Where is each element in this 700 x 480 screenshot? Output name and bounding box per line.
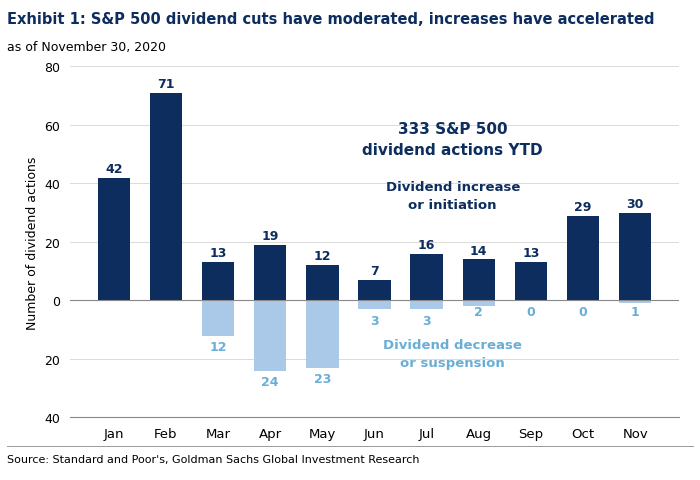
Text: 3: 3 (422, 314, 431, 327)
Bar (254, 245, 286, 301)
Text: 24: 24 (262, 375, 279, 388)
Bar (202, 301, 235, 336)
Text: 3: 3 (370, 314, 379, 327)
Text: 1: 1 (631, 305, 640, 318)
Text: 12: 12 (209, 340, 227, 353)
Bar (463, 260, 495, 301)
Text: 0: 0 (579, 305, 587, 318)
Text: 16: 16 (418, 238, 435, 251)
Bar (567, 216, 599, 301)
Bar (306, 301, 339, 368)
Text: 30: 30 (626, 197, 644, 210)
Text: 42: 42 (105, 162, 122, 175)
Text: 0: 0 (526, 305, 536, 318)
Bar (410, 254, 443, 301)
Bar (254, 301, 286, 371)
Bar (410, 301, 443, 310)
Text: as of November 30, 2020: as of November 30, 2020 (7, 41, 166, 54)
Bar (98, 178, 130, 301)
Text: 7: 7 (370, 264, 379, 277)
Text: 333 S&P 500
dividend actions YTD: 333 S&P 500 dividend actions YTD (363, 122, 543, 158)
Bar (202, 263, 235, 301)
Bar (150, 94, 182, 301)
Bar (306, 266, 339, 301)
Text: 13: 13 (522, 247, 540, 260)
Bar (619, 301, 651, 304)
Bar (358, 301, 391, 310)
Bar (514, 263, 547, 301)
Text: 71: 71 (158, 78, 175, 91)
Text: 14: 14 (470, 244, 487, 257)
Text: 13: 13 (209, 247, 227, 260)
Text: 12: 12 (314, 250, 331, 263)
Text: Source: Standard and Poor's, Goldman Sachs Global Investment Research: Source: Standard and Poor's, Goldman Sac… (7, 454, 419, 464)
Bar (358, 280, 391, 301)
Text: 19: 19 (262, 229, 279, 242)
Text: 2: 2 (475, 305, 483, 318)
Text: Dividend decrease
or suspension: Dividend decrease or suspension (384, 338, 522, 369)
Text: Dividend increase
or initiation: Dividend increase or initiation (386, 180, 520, 211)
Bar (463, 301, 495, 307)
Bar (619, 213, 651, 301)
Text: 23: 23 (314, 372, 331, 385)
Text: 29: 29 (574, 200, 592, 213)
Y-axis label: Number of dividend actions: Number of dividend actions (26, 156, 38, 329)
Text: Exhibit 1: S&P 500 dividend cuts have moderated, increases have accelerated: Exhibit 1: S&P 500 dividend cuts have mo… (7, 12, 654, 27)
